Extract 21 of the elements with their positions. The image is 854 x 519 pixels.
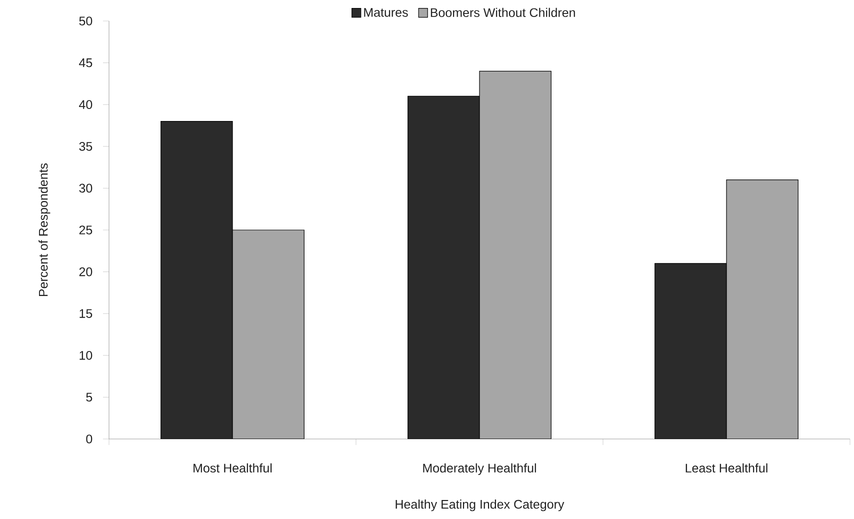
y-tick-label: 5: [86, 392, 92, 402]
x-tick-label: Moderately Healthful: [423, 463, 536, 475]
y-axis-title: Percent of Respondents: [38, 163, 50, 296]
y-tick-label: 45: [79, 58, 92, 68]
x-tick-label: Most Healthful: [194, 463, 272, 473]
y-tick-label: 15: [80, 309, 92, 318]
y-tick-label: 40: [79, 100, 92, 110]
bar: [654, 263, 727, 439]
legend-label: Matures: [364, 8, 408, 17]
y-tick-label: 50: [79, 16, 92, 26]
x-axis-title: Healthy Eating Index Category: [396, 500, 564, 512]
x-tick-label: Least Healthful: [686, 463, 768, 473]
y-tick-label: 10: [80, 350, 92, 360]
y-tick-label: 25: [79, 226, 92, 234]
bar: [160, 121, 233, 439]
y-tick-label: 0: [86, 434, 92, 444]
bar: [408, 96, 480, 439]
y-tick-label: 20: [79, 267, 92, 276]
legend-label: Boomers Without Children: [430, 8, 575, 18]
y-tick-label: 30: [79, 184, 92, 193]
y-tick-label: 35: [79, 142, 92, 151]
